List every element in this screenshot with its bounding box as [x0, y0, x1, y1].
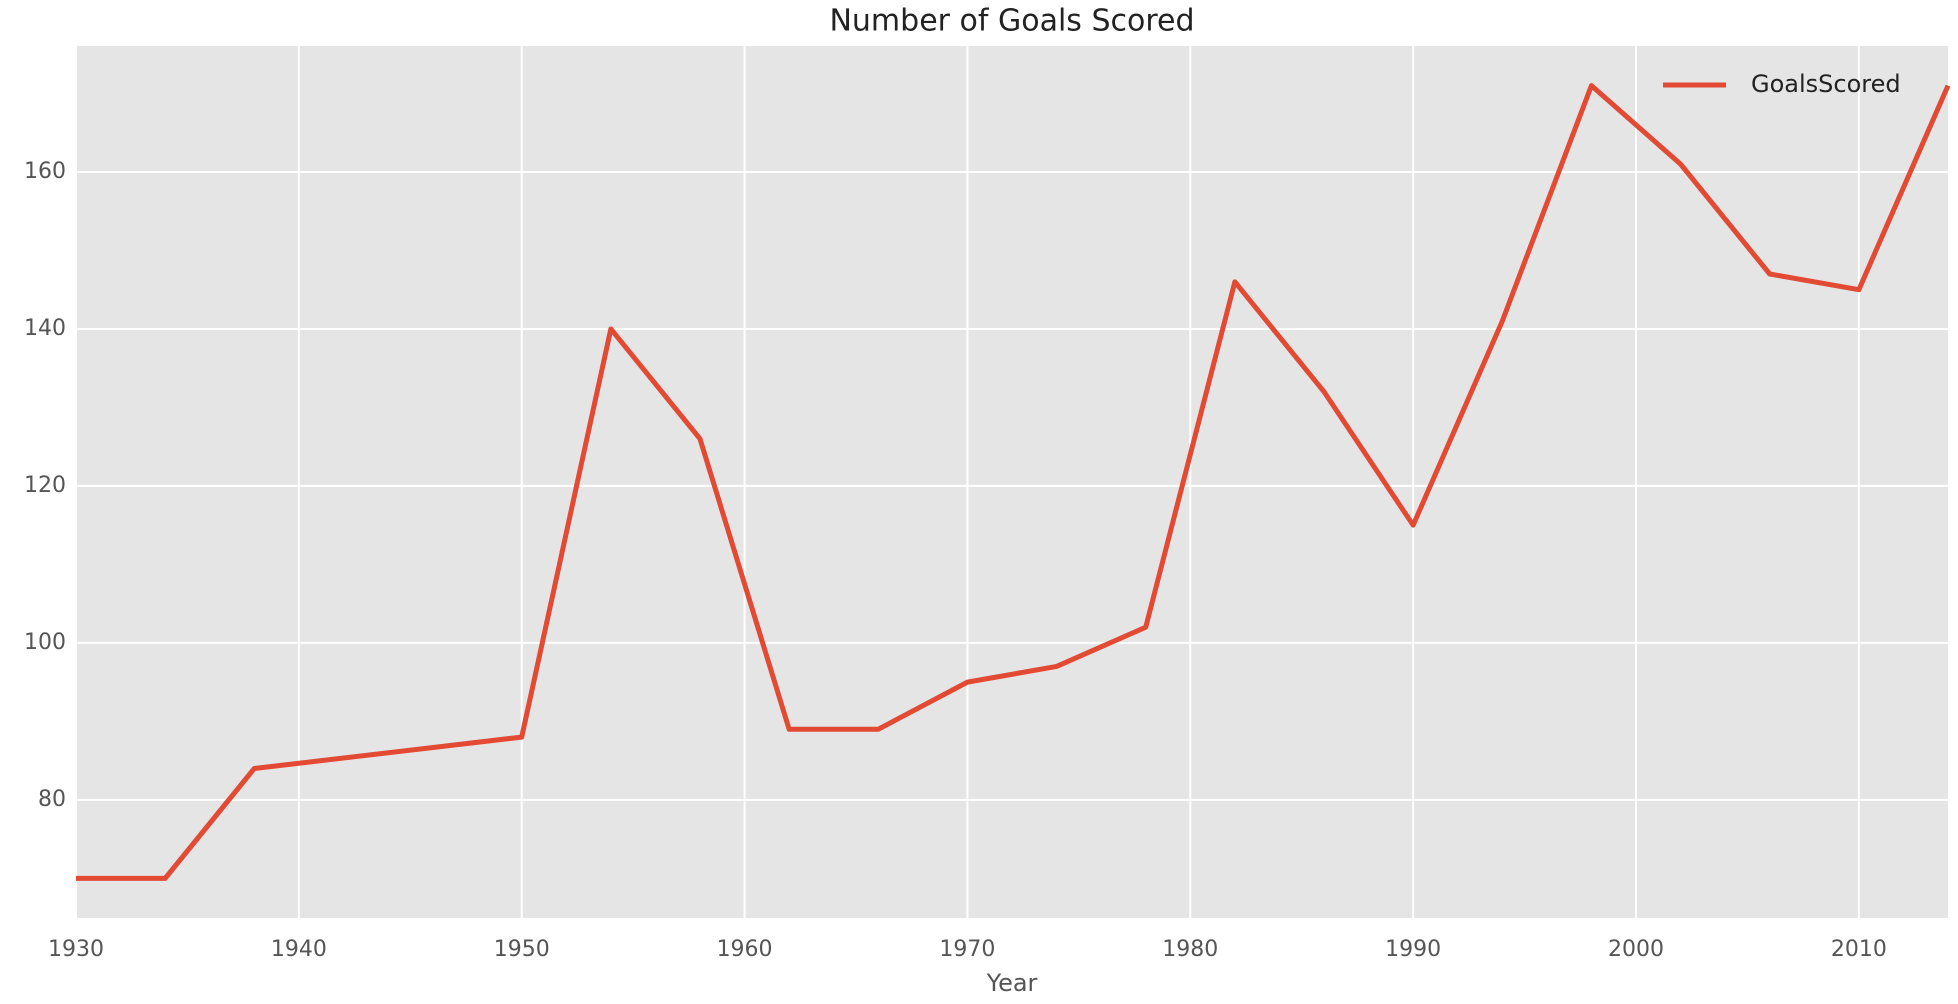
- x-tick-label: 1940: [271, 937, 327, 962]
- y-tick-label: 140: [24, 316, 66, 341]
- legend-label: GoalsScored: [1751, 70, 1901, 98]
- y-tick-label: 120: [24, 473, 66, 498]
- x-tick-label: 1980: [1162, 937, 1218, 962]
- chart-title: Number of Goals Scored: [829, 4, 1194, 39]
- x-tick-label: 1950: [494, 937, 550, 962]
- line-series: [76, 83, 1951, 881]
- x-tick-label: 1970: [939, 937, 995, 962]
- x-tick-label: 1990: [1385, 937, 1441, 962]
- y-tick-label: 100: [24, 630, 66, 655]
- x-tick-label: 2000: [1608, 937, 1664, 962]
- plot-area: [76, 46, 1948, 918]
- x-tick-label: 1930: [48, 937, 104, 962]
- y-tick-label: 80: [38, 787, 66, 812]
- x-tick-label: 1960: [717, 937, 773, 962]
- y-tick-label: 160: [24, 159, 66, 184]
- x-axis-label: Year: [986, 969, 1038, 997]
- x-tick-label: 2010: [1831, 937, 1887, 962]
